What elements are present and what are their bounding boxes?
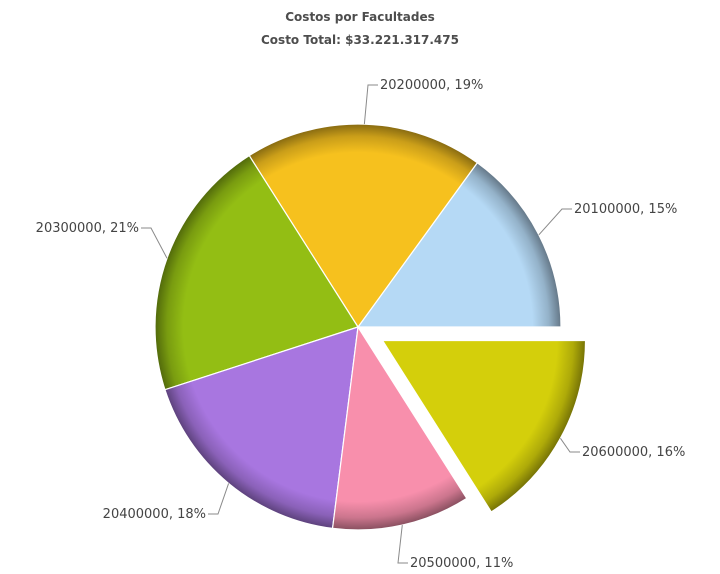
pie-slice-20200000[interactable] xyxy=(248,123,479,329)
leader-line-20500000 xyxy=(397,525,408,564)
chart-title: Costos por Facultades xyxy=(285,10,435,24)
pie-slice-20100000[interactable] xyxy=(356,161,562,328)
leader-line-20600000 xyxy=(560,437,580,453)
leader-line-20400000 xyxy=(208,483,230,515)
slice-label-20100000: 20100000, 15% xyxy=(574,202,677,217)
slice-label-20600000: 20600000, 16% xyxy=(582,445,685,460)
pie-slice-20400000[interactable] xyxy=(164,326,359,530)
leader-line-20100000 xyxy=(538,208,572,236)
slice-label-20400000: 20400000, 18% xyxy=(103,507,206,522)
slice-label-20300000: 20300000, 21% xyxy=(36,221,139,236)
slice-label-20500000: 20500000, 11% xyxy=(410,556,513,571)
chart-subtitle: Costo Total: $33.221.317.475 xyxy=(261,33,459,47)
leader-line-20300000 xyxy=(141,227,168,259)
leader-line-20200000 xyxy=(363,84,378,125)
pie-slice-20300000[interactable] xyxy=(154,154,359,391)
slice-label-20200000: 20200000, 19% xyxy=(380,78,483,93)
